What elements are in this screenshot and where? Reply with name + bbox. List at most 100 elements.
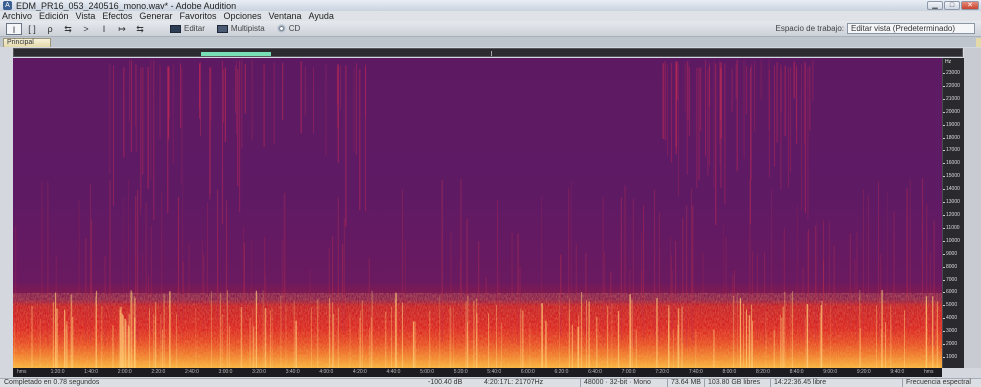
status-free-time: 14:22:36.45 libre [774, 379, 827, 386]
multitrack-view-button[interactable]: Multipista [216, 24, 265, 33]
cd-view-label: CD [288, 24, 301, 33]
spectral-display[interactable] [13, 58, 942, 368]
scrub-tool-button[interactable]: > [83, 23, 89, 34]
status-separator [902, 379, 903, 387]
panel-corner [976, 38, 981, 47]
frequency-tick-label: 8000 [942, 263, 958, 270]
frequency-tick-label: 6000 [942, 289, 958, 296]
marquee-tool-button[interactable]: [ ] [28, 23, 36, 34]
menu-ayuda[interactable]: Ayuda [308, 11, 334, 21]
time-tick-label: 6:20:0 [554, 369, 569, 375]
frequency-tick-label: 4000 [942, 315, 958, 322]
frequency-tick-label: 18000 [943, 134, 960, 141]
menu-vista[interactable]: Vista [75, 11, 96, 21]
cd-icon [276, 24, 286, 33]
workspace-dropdown[interactable]: Editar vista (Predeterminado) [847, 23, 975, 34]
time-tick-label: hms [17, 369, 27, 375]
time-tick-label: 1:20:0 [50, 369, 65, 375]
status-separator [580, 379, 581, 387]
maximize-button[interactable]: □ [944, 1, 960, 10]
workspace-selector: Espacio de trabajo: Editar vista (Predet… [775, 23, 975, 34]
frequency-tick-label: 7000 [942, 276, 958, 283]
close-button[interactable]: ✕ [961, 1, 979, 10]
razor-tool-button[interactable]: ⇆ [136, 23, 144, 34]
frequency-tick-label: 20000 [943, 108, 960, 115]
time-ruler[interactable]: hms 1:20:0 1:40:0 2:00:0 2:20:0 2:40:0 3:00:0 3… [13, 368, 942, 377]
title-bar: A EDM_PR16_053_240516_mono.wav* - Adobe … [0, 0, 981, 11]
spectrogram-low-band-texture [13, 293, 942, 368]
workspace-label: Espacio de trabajo: [775, 24, 845, 33]
minimize-button[interactable]: ▁ [927, 1, 943, 10]
edit-view-button[interactable]: Editar [170, 24, 205, 33]
menu-ventana[interactable]: Ventana [268, 11, 302, 21]
move-tool-button[interactable]: ⇆ [64, 23, 72, 34]
menu-generar[interactable]: Generar [139, 11, 173, 21]
time-tick-label: 9:20:0 [856, 369, 871, 375]
overview-view-range[interactable] [201, 52, 271, 56]
status-separator [770, 379, 771, 387]
time-tick-label: 7:40:0 [688, 369, 703, 375]
right-panel-edge [964, 48, 981, 368]
frequency-tick-label: 9000 [942, 250, 958, 257]
frequency-tick-label: 11000 [943, 224, 960, 231]
time-tick-label: 8:00:0 [722, 369, 737, 375]
frequency-tick-label: 5000 [942, 302, 958, 309]
zoom-overview-bar[interactable] [13, 48, 963, 57]
time-tick-label: hms [924, 369, 934, 375]
time-tick-label: 6:40:0 [588, 369, 602, 375]
menu-edicion[interactable]: Edición [39, 11, 69, 21]
frequency-tick-label: 22000 [943, 82, 960, 89]
time-tick-label: 6:00:0 [520, 369, 535, 375]
time-tick-label: 3:40:0 [285, 369, 300, 375]
time-tick-label: 8:40:0 [789, 369, 804, 375]
time-tick-label: 2:00:0 [117, 369, 132, 375]
status-file-size: 73.64 MB [671, 379, 701, 386]
tab-principal[interactable]: Principal [3, 38, 51, 47]
menu-bar: Archivo Edición Vista Efectos Generar Fa… [0, 11, 981, 21]
spectrogram-streaks [14, 60, 938, 368]
status-message: Completado en 0.78 segundos [4, 379, 100, 386]
status-separator [667, 379, 668, 387]
menu-archivo[interactable]: Archivo [2, 11, 33, 21]
time-tick-label: 3:20:0 [252, 369, 267, 375]
lasso-tool-button[interactable]: ρ [47, 23, 53, 34]
time-tick-label: 1:40:0 [84, 369, 99, 375]
menu-opciones[interactable]: Opciones [223, 11, 262, 21]
time-tick-label: 4:20:0 [352, 369, 367, 375]
spectrogram-canvas [13, 58, 942, 368]
time-tick-label: 5:40:0 [487, 369, 502, 375]
cd-view-button[interactable]: CD [276, 24, 301, 33]
frequency-tick-label: 19000 [943, 121, 960, 128]
frequency-tick-label: 16000 [943, 160, 960, 167]
toolbar: I [ ] ρ ⇆ > I ↦ ⇆ Editar Multipista CD E… [0, 21, 981, 37]
status-free-space: 103.80 GB libres [708, 379, 761, 386]
frequency-ruler: Hz 23000 22000 21000 20000 19000 18000 17000 16… [942, 58, 964, 368]
time-tick-label: 5:00:0 [420, 369, 435, 375]
time-tick-label: 4:40:0 [386, 369, 401, 375]
time-tick-label: 2:40:0 [184, 369, 199, 375]
edit-view-label: Editar [184, 24, 205, 33]
menu-efectos[interactable]: Efectos [102, 11, 133, 21]
menu-favoritos[interactable]: Favoritos [179, 11, 217, 21]
frequency-tick-label: 2000 [942, 341, 958, 348]
time-tick-label: 9:40:0 [890, 369, 905, 375]
time-selection-tool-button[interactable]: I [6, 22, 22, 35]
time-tick-label: 7:20:0 [655, 369, 670, 375]
frequency-tick-label: 1000 [942, 354, 958, 360]
status-view-mode: Frecuencia espectral [906, 379, 971, 386]
frequency-tick-label: 17000 [943, 147, 960, 154]
waveform-view-icon [170, 24, 181, 33]
spot-heal-tool-button[interactable]: ↦ [118, 23, 126, 34]
frequency-tick-label: 23000 [943, 70, 960, 76]
time-tick-label: 3:00:0 [218, 369, 233, 375]
time-tick-label: 4:00:0 [319, 369, 334, 375]
hybrid-tool-button[interactable]: I [102, 23, 106, 34]
overview-playhead [491, 51, 492, 56]
panel-tab-row: Principal [0, 37, 981, 47]
time-tick-label: 5:20:0 [453, 369, 468, 375]
multitrack-view-label: Multipista [230, 24, 265, 33]
frequency-tick-label: 15000 [943, 173, 960, 180]
frequency-tick-label: 13000 [943, 199, 960, 206]
window-title: EDM_PR16_053_240516_mono.wav* - Adobe Au… [16, 0, 237, 11]
frequency-tick-label: 3000 [942, 328, 958, 335]
